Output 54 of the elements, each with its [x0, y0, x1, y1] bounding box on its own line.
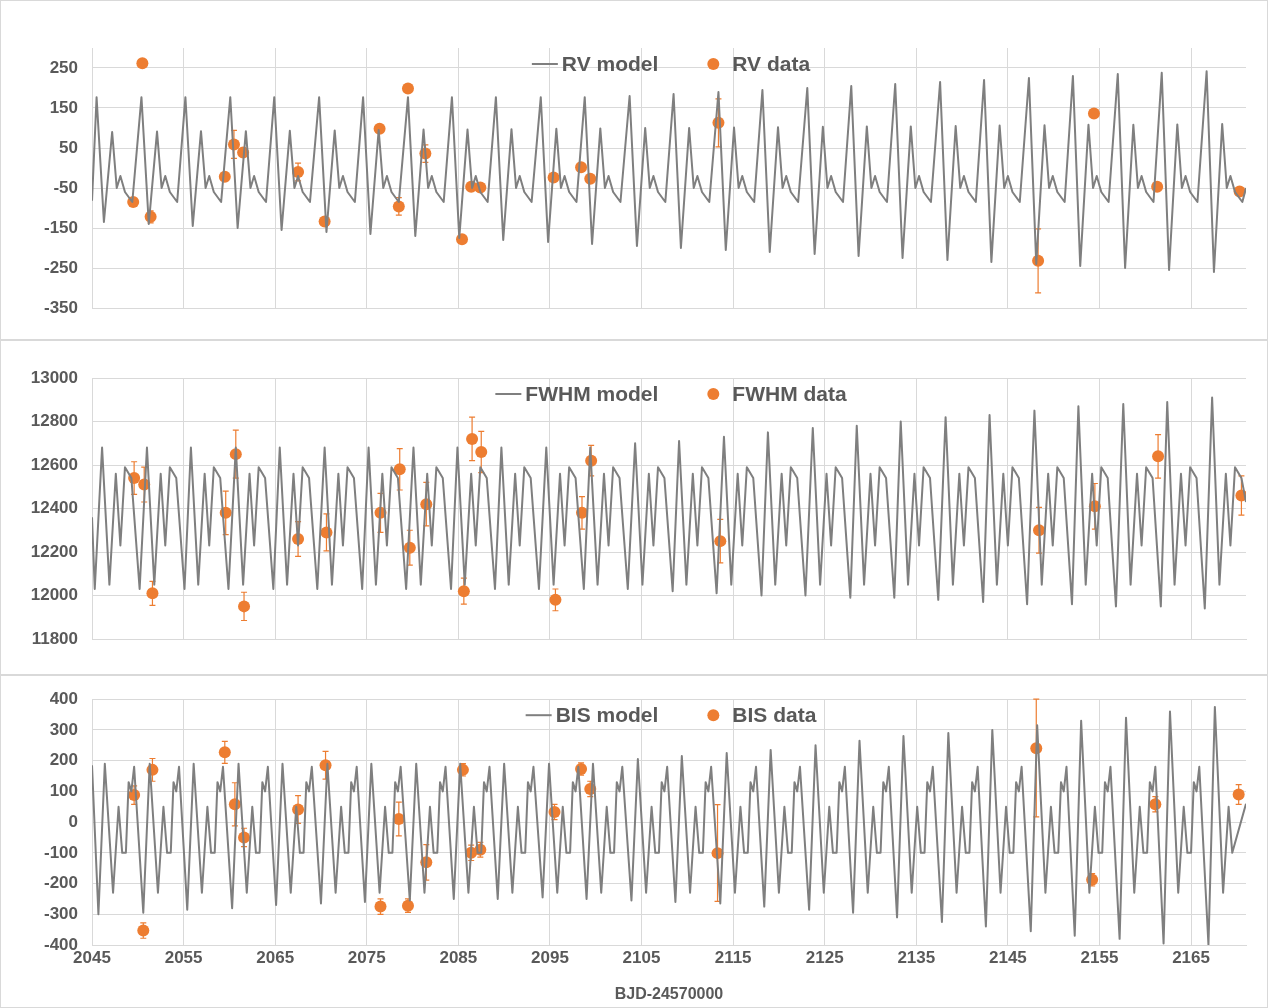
x-tick-label: 2065: [256, 947, 295, 967]
point: [1087, 107, 1100, 120]
y-tick-label: 12400: [30, 498, 78, 518]
legend-label: BIS model: [555, 703, 659, 726]
legend-label: RV data: [732, 51, 811, 75]
y-tick-label: 12000: [30, 585, 78, 605]
x-tick-label: 2105: [622, 947, 661, 967]
legend-label: FWHM model: [525, 381, 659, 405]
x-tick-label: 2125: [805, 947, 844, 967]
y-tick-label: -200: [43, 873, 78, 893]
point: [401, 82, 414, 95]
y-tick-label: 300: [49, 719, 78, 739]
y-tick-label: 11800: [31, 628, 78, 648]
x-tick-label: 2145: [988, 947, 1027, 967]
x-tick-label: 2055: [164, 947, 203, 967]
y-tick-label: 200: [49, 750, 78, 770]
point: [146, 587, 159, 600]
x-tick-label: 2115: [714, 947, 752, 967]
point: [1232, 788, 1245, 801]
y-tick-label: -300: [43, 903, 78, 923]
y-tick-label: 50: [59, 137, 78, 157]
y-tick-label: 150: [49, 97, 78, 117]
y-tick-label: -350: [43, 297, 78, 317]
x-tick-label: 2165: [1172, 947, 1210, 967]
y-tick-label: 400: [49, 688, 78, 708]
y-tick-label: 12600: [30, 454, 78, 474]
y-tick-label: -250: [43, 257, 78, 277]
x-axis-title: BJD-24570000: [614, 984, 724, 1002]
legend-label: RV model: [561, 51, 659, 75]
y-tick-label: -150: [43, 217, 78, 237]
x-tick-label: 2135: [897, 947, 936, 967]
y-tick-label: 100: [49, 781, 78, 801]
x-tick-label: 2085: [439, 947, 478, 967]
x-tick-label: 2095: [531, 947, 569, 967]
legend-label: FWHM data: [732, 381, 847, 405]
point: [549, 593, 562, 606]
y-tick-label: 12200: [30, 541, 78, 561]
point: [466, 432, 479, 445]
y-tick-label: 12800: [30, 411, 78, 431]
y-tick-label: 250: [49, 57, 78, 77]
point: [393, 463, 406, 476]
point: [475, 445, 488, 458]
y-tick-label: -100: [43, 842, 78, 862]
x-tick-label: 2155: [1080, 947, 1119, 967]
point: [238, 600, 251, 613]
point: [218, 746, 231, 759]
y-tick-label: 0: [68, 811, 78, 831]
x-tick-label: 2075: [347, 947, 386, 967]
point: [1152, 450, 1165, 463]
point: [136, 57, 149, 70]
point: [457, 585, 470, 598]
y-tick-label: -50: [53, 177, 78, 197]
y-tick-label: 13000: [30, 367, 78, 387]
legend-label: BIS data: [732, 703, 817, 726]
